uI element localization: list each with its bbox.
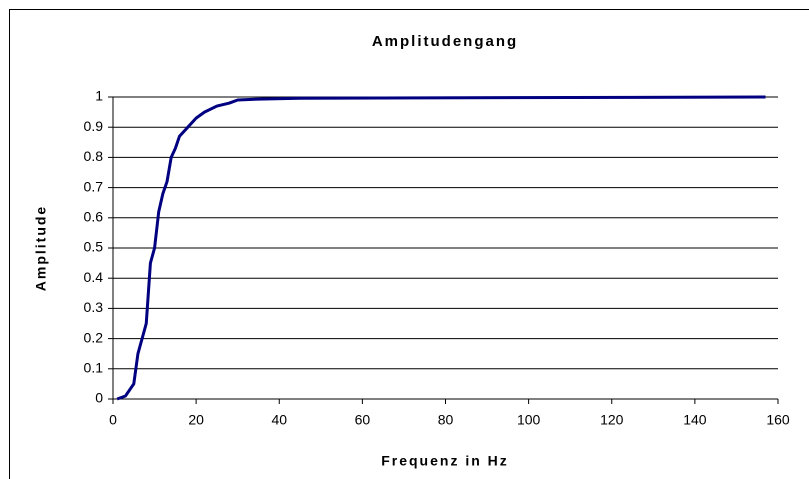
y-tick-label: 0.6 xyxy=(84,209,104,225)
x-tick-label: 0 xyxy=(109,412,117,428)
x-axis-label: Frequenz in Hz xyxy=(381,453,509,469)
x-tick-label: 160 xyxy=(766,412,790,428)
chart-frame xyxy=(9,9,809,479)
y-tick-label: 0.8 xyxy=(84,148,104,164)
y-tick-label: 0.3 xyxy=(84,299,104,315)
x-tick-label: 100 xyxy=(517,412,541,428)
x-tick-label: 140 xyxy=(683,412,707,428)
y-tick-label: 0.5 xyxy=(84,239,104,255)
y-axis-label: Amplitude xyxy=(33,205,49,291)
y-tick-label: 1 xyxy=(95,88,103,104)
y-tick-label: 0.4 xyxy=(84,269,104,285)
x-tick-label: 80 xyxy=(438,412,454,428)
x-tick-label: 40 xyxy=(271,412,287,428)
x-tick-label: 20 xyxy=(188,412,204,428)
y-tick-label: 0.1 xyxy=(84,360,104,376)
x-tick-label: 60 xyxy=(355,412,371,428)
y-tick-label: 0.9 xyxy=(84,118,104,134)
chart-title: Amplitudengang xyxy=(372,33,518,50)
line xyxy=(116,95,766,401)
y-tick-label: 0.2 xyxy=(84,329,104,345)
y-tick-label: 0.7 xyxy=(84,178,104,194)
x-tick-label: 120 xyxy=(600,412,624,428)
y-tick-label: 0 xyxy=(95,390,103,406)
